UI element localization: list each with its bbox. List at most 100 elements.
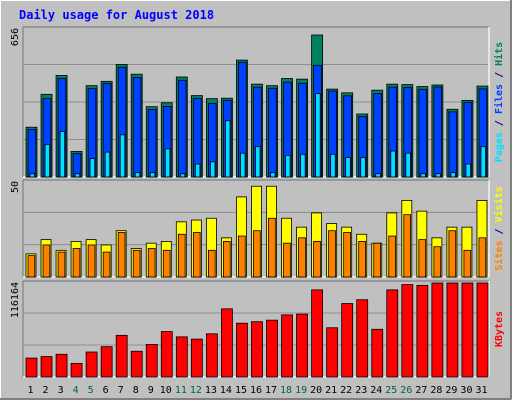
bar-sites-day-25 (388, 235, 396, 278)
x-tick-label: 23 (355, 385, 367, 396)
legend-entry: KBytes (494, 311, 505, 347)
bar-kbytes-day-4 (70, 362, 83, 378)
x-tick-label: 17 (265, 385, 277, 396)
x-tick-label: 10 (160, 385, 172, 396)
legend-entry: / (494, 222, 505, 240)
bar-sites-day-7 (117, 232, 126, 278)
bar-sites-day-13 (207, 249, 216, 278)
bar-sites-day-15 (238, 235, 246, 278)
x-tick-label: 19 (295, 385, 307, 396)
x-tick-label: 7 (118, 385, 124, 396)
bar-kbytes-day-29 (446, 282, 459, 378)
bar-pages-day-1 (29, 173, 35, 178)
bar-pages-day-26 (405, 152, 411, 178)
bar-sites-day-4 (72, 248, 81, 278)
bar-pages-day-9 (149, 172, 156, 178)
bar-sites-day-11 (177, 233, 186, 278)
bar-kbytes-day-3 (55, 353, 68, 378)
x-tick-label: 2 (43, 385, 49, 396)
bar-sites-day-2 (42, 244, 51, 278)
bar-sites-day-20 (313, 240, 321, 278)
bar-sites-day-28 (433, 246, 442, 278)
legend-entry: / (494, 66, 505, 84)
bar-pages-day-12 (194, 163, 201, 178)
bar-kbytes-day-26 (401, 284, 414, 378)
bar-pages-day-28 (435, 173, 441, 178)
bar-pages-day-13 (209, 161, 216, 178)
bar-kbytes-day-20 (311, 289, 324, 378)
bar-kbytes-day-2 (40, 356, 53, 378)
bar-pages-day-2 (44, 144, 51, 178)
x-tick-label: 18 (280, 385, 292, 396)
bar-files-day-28 (433, 86, 443, 178)
bar-sites-day-29 (448, 230, 457, 278)
bar-kbytes-day-27 (416, 284, 429, 378)
bar-pages-day-18 (285, 154, 291, 178)
bar-pages-day-31 (480, 146, 486, 178)
bar-pages-day-27 (420, 173, 426, 178)
bar-pages-day-10 (164, 148, 171, 178)
bar-sites-day-31 (478, 237, 487, 278)
x-tick-label: 4 (73, 385, 79, 396)
bar-sites-day-26 (403, 214, 412, 278)
bar-sites-day-30 (463, 249, 472, 278)
x-tick-label: 16 (250, 385, 262, 396)
bar-sites-day-18 (283, 242, 291, 278)
bar-pages-day-17 (270, 172, 276, 178)
legend-entry: Files (493, 84, 505, 114)
panel-hits_files_pages-ymax-label: 656 (10, 28, 21, 46)
bar-files-day-29 (448, 111, 458, 178)
legend-entry: Hits (493, 42, 505, 66)
bar-files-day-11 (177, 79, 187, 178)
bar-kbytes-day-15 (236, 322, 248, 378)
bar-sites-day-17 (268, 217, 276, 278)
x-tick-label: 5 (88, 385, 94, 396)
bar-sites-day-12 (192, 232, 201, 278)
bar-kbytes-day-18 (281, 314, 293, 378)
bar-kbytes-day-8 (130, 350, 143, 378)
bar-sites-day-5 (87, 244, 96, 278)
bar-kbytes-day-23 (356, 299, 369, 378)
bar-sites-day-19 (298, 237, 306, 278)
bar-pages-day-16 (255, 146, 261, 178)
bar-pages-day-23 (360, 157, 366, 178)
panel-kbytes-legend: KBytes (494, 311, 505, 347)
x-tick-label: 27 (415, 385, 427, 396)
bar-kbytes-day-28 (431, 282, 444, 378)
bar-files-day-27 (418, 88, 428, 178)
bar-files-day-8 (132, 77, 142, 178)
bar-pages-day-21 (330, 153, 336, 178)
bar-sites-day-23 (358, 240, 366, 278)
bar-kbytes-day-11 (175, 336, 188, 378)
bar-sites-day-3 (57, 251, 66, 278)
x-tick-label: 21 (325, 385, 337, 396)
x-tick-label: 20 (310, 385, 322, 396)
bar-sites-day-21 (328, 230, 336, 278)
bar-sites-day-10 (162, 249, 171, 278)
bar-files-day-1 (27, 128, 37, 178)
legend-entry: / (494, 114, 505, 132)
bar-pages-day-19 (300, 153, 306, 178)
bar-pages-day-20 (315, 93, 321, 178)
bar-sites-day-16 (253, 230, 261, 278)
bar-sites-day-6 (102, 251, 111, 278)
x-tick-label: 25 (385, 385, 397, 396)
bar-sites-day-24 (373, 242, 381, 278)
legend-entry: Pages (494, 132, 505, 162)
bar-pages-day-3 (59, 131, 66, 178)
bar-kbytes-day-6 (100, 346, 113, 378)
bar-files-day-9 (147, 109, 157, 178)
chart-title: Daily usage for August 2018 (19, 8, 214, 22)
panel-visits_sites-legend: Sites / Visits (493, 186, 505, 270)
bar-kbytes-day-22 (341, 303, 354, 378)
bar-pages-day-4 (74, 173, 81, 178)
bar-kbytes-day-31 (476, 282, 489, 378)
bar-kbytes-day-1 (25, 357, 38, 378)
bar-pages-day-15 (240, 152, 246, 178)
bar-kbytes-day-7 (115, 334, 128, 378)
x-tick-label: 22 (340, 385, 352, 396)
bar-kbytes-day-16 (251, 321, 263, 378)
x-tick-label: 28 (430, 385, 442, 396)
